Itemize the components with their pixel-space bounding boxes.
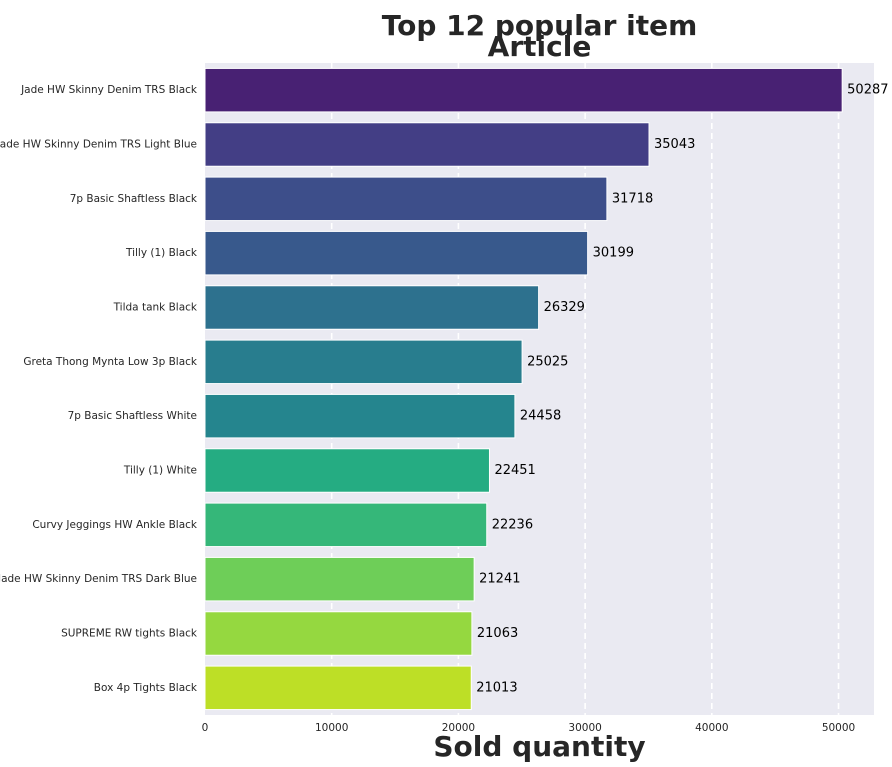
x-tick-label: 30000 [568, 722, 601, 734]
bar [204, 122, 650, 167]
x-tick-label: 10000 [315, 722, 348, 734]
bar-value-label: 21013 [476, 680, 517, 695]
y-axis-tick-labels: Jade HW Skinny Denim TRS Black Jade HW Sk… [0, 84, 198, 694]
y-tick-label: Box 4p Tights Black [94, 682, 198, 694]
y-tick-label: Curvy Jeggings HW Ankle Black [32, 519, 198, 531]
bar-value-label: 22451 [494, 463, 535, 478]
bar [204, 611, 473, 656]
bars [204, 67, 843, 711]
bar [204, 393, 516, 439]
bar-value-label: 24458 [520, 409, 561, 424]
bar [204, 339, 523, 385]
bar-value-label: 31718 [612, 191, 653, 206]
y-tick-label: Tilda tank Black [113, 302, 198, 314]
x-tick-label: 0 [202, 722, 209, 734]
x-axis-tick-labels: 0 10000 20000 30000 40000 50000 [202, 722, 856, 734]
bar-value-label: 22236 [492, 517, 533, 532]
bar [204, 556, 475, 602]
bar [204, 665, 472, 711]
x-tick-label: 40000 [695, 722, 728, 734]
y-tick-label: SUPREME RW tights Black [61, 628, 198, 640]
bar-value-label: 35043 [654, 137, 695, 152]
bar-value-label: 50287 [847, 83, 888, 98]
bar-value-label: 21063 [477, 626, 518, 641]
y-tick-label: 7p Basic Shaftless White [68, 410, 197, 422]
bar-value-label: 26329 [544, 300, 585, 315]
bar-value-label: 30199 [593, 246, 634, 261]
y-tick-label: Jade HW Skinny Denim TRS Black [20, 84, 198, 96]
chart-title-line-1: Top 12 popular item [382, 9, 698, 42]
bar [204, 285, 540, 330]
x-axis-label: Sold quantity [433, 730, 645, 763]
bar [204, 502, 488, 548]
bar-value-label: 25025 [527, 354, 568, 369]
bar [204, 176, 608, 222]
y-tick-label: Jade HW Skinny Denim TRS Light Blue [0, 139, 197, 151]
data-labels: 50287 35043 31718 30199 26329 25025 24458 22451… [476, 83, 888, 696]
y-tick-label: Tilly (1) White [123, 465, 197, 477]
bar [204, 67, 843, 113]
chart-title-line-2: Article [488, 30, 592, 63]
y-tick-label: 7p Basic Shaftless Black [70, 193, 198, 205]
bar [204, 230, 589, 276]
y-tick-label: Tilly (1) Black [125, 247, 198, 259]
bar-value-label: 21241 [479, 572, 520, 587]
x-tick-label: 50000 [822, 722, 855, 734]
y-tick-label: Jade HW Skinny Denim TRS Dark Blue [0, 573, 197, 585]
y-tick-label: Greta Thong Mynta Low 3p Black [23, 356, 198, 368]
bar [204, 448, 490, 493]
plot-area-background [205, 63, 874, 715]
gridlines [330, 63, 840, 715]
x-tick-label: 20000 [442, 722, 475, 734]
